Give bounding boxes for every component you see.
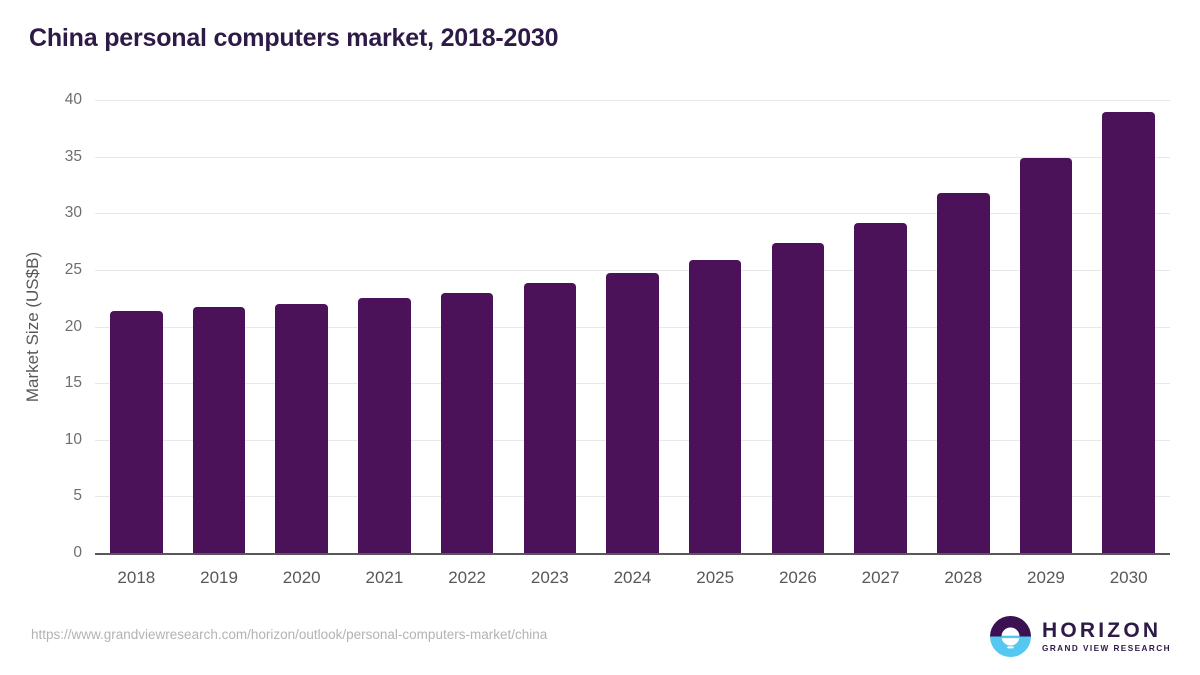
x-axis-line — [95, 553, 1170, 555]
bar[interactable] — [688, 259, 742, 553]
bar[interactable] — [937, 192, 990, 553]
y-axis-tick-label: 40 — [64, 91, 82, 108]
bar[interactable] — [771, 242, 825, 553]
x-axis-tick-label: 2021 — [365, 568, 404, 587]
bar[interactable] — [275, 303, 328, 553]
x-axis-tick-label: 2022 — [448, 568, 487, 587]
x-axis-tick-label: 2020 — [282, 568, 321, 587]
source-url: https://www.grandviewresearch.com/horizo… — [31, 627, 548, 642]
x-axis-tick-label: 2026 — [778, 568, 817, 587]
logo-wordmark: HORIZON — [1042, 618, 1162, 642]
y-axis-tick-label: 35 — [64, 147, 82, 165]
logo-tagline: GRAND VIEW RESEARCH — [1042, 643, 1171, 653]
x-axis-tick-label: 2027 — [861, 568, 900, 587]
plot-area: Market Size (US$B) 0 5 10 15 20 25 30 35 40 2018… — [23, 91, 1170, 587]
y-axis-tick-label: 20 — [64, 317, 82, 335]
x-axis-tick-label: 2019 — [200, 568, 238, 587]
y-axis-tick-label: 0 — [73, 544, 82, 561]
bar[interactable] — [440, 292, 494, 553]
y-axis-tick-label: 30 — [64, 204, 82, 222]
x-axis-tick-label: 2025 — [696, 568, 735, 587]
y-axis-tick-label: 25 — [64, 260, 82, 278]
bar[interactable] — [192, 307, 246, 553]
brand-logo: HORIZON GRAND VIEW RESEARCH — [990, 616, 1171, 657]
bar[interactable] — [1102, 112, 1155, 553]
bar[interactable] — [606, 273, 659, 553]
x-axis-tick-label: 2024 — [613, 568, 652, 587]
x-axis-tick-label: 2023 — [530, 568, 569, 587]
y-axis-tick-label: 5 — [73, 487, 82, 505]
x-axis-tick-label: 2028 — [944, 568, 983, 587]
bar[interactable] — [1019, 157, 1073, 553]
gridline — [95, 269, 1170, 271]
gridline — [95, 156, 1170, 158]
horizon-sun-icon — [990, 616, 1031, 657]
gridline — [95, 213, 1170, 215]
logo-text-block: HORIZON GRAND VIEW RESEARCH — [1042, 620, 1171, 653]
bar[interactable] — [523, 283, 577, 553]
page-title: China personal computers market, 2018-20… — [29, 24, 559, 52]
bar[interactable] — [854, 223, 907, 553]
y-axis-tick-label: 15 — [64, 374, 82, 392]
x-axis-tick-label: 2030 — [1109, 568, 1148, 587]
y-axis-tick-label: 10 — [64, 430, 82, 448]
x-axis-tick-label: 2018 — [117, 568, 156, 587]
gridline — [95, 100, 1170, 101]
x-axis-tick-label: 2029 — [1027, 568, 1065, 587]
bar[interactable] — [358, 298, 411, 553]
bar[interactable] — [110, 310, 163, 553]
